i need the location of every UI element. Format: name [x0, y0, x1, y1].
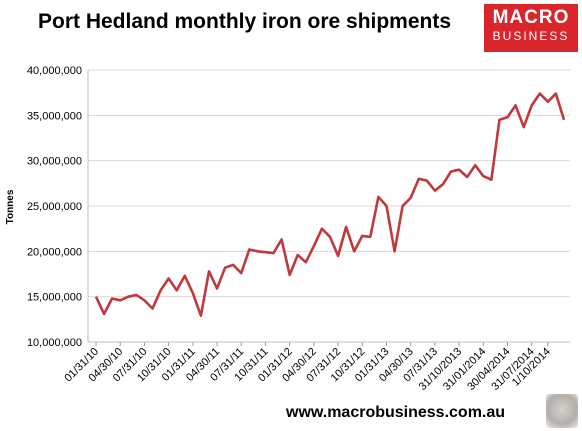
y-tick-label: 10,000,000: [27, 337, 82, 349]
wolf-logo-icon: [546, 394, 578, 428]
y-axis-title: Tonnes: [5, 189, 16, 224]
y-tick-label: 40,000,000: [27, 65, 82, 77]
macrobusiness-logo: MACRO BUSINESS: [484, 4, 578, 52]
x-axis-ticks: 01/31/1004/30/1007/31/1010/31/1001/31/11…: [62, 342, 553, 393]
footer-url[interactable]: www.macrobusiness.com.au: [286, 404, 506, 421]
grid-lines: [88, 69, 570, 343]
chart-title: Port Hedland monthly iron ore shipments: [38, 10, 452, 33]
logo-line-1: MACRO: [492, 7, 570, 28]
series-line: [94, 92, 566, 318]
series-group: [94, 92, 566, 318]
logo-line-2: BUSINESS: [492, 29, 570, 43]
y-axis-ticks: 10,000,000 15,000,000 20,000,000 25,000,000…: [27, 65, 82, 349]
y-tick-label: 30,000,000: [27, 156, 82, 168]
y-tick-label: 20,000,000: [27, 246, 82, 258]
plot-frame: [87, 70, 570, 343]
y-tick-label: 25,000,000: [27, 201, 82, 213]
y-tick-label: 15,000,000: [27, 292, 82, 304]
y-tick-label: 35,000,000: [27, 110, 82, 122]
